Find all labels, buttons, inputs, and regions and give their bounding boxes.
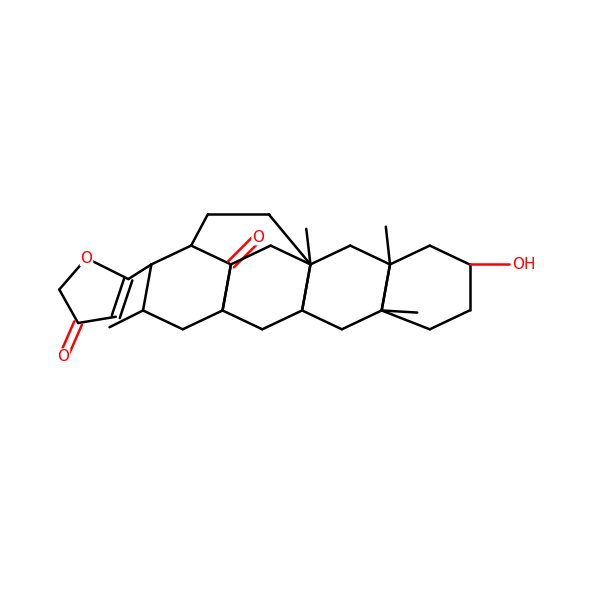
Text: O: O	[80, 251, 92, 266]
Text: OH: OH	[512, 257, 536, 272]
Text: O: O	[252, 230, 264, 245]
Text: O: O	[58, 349, 70, 364]
